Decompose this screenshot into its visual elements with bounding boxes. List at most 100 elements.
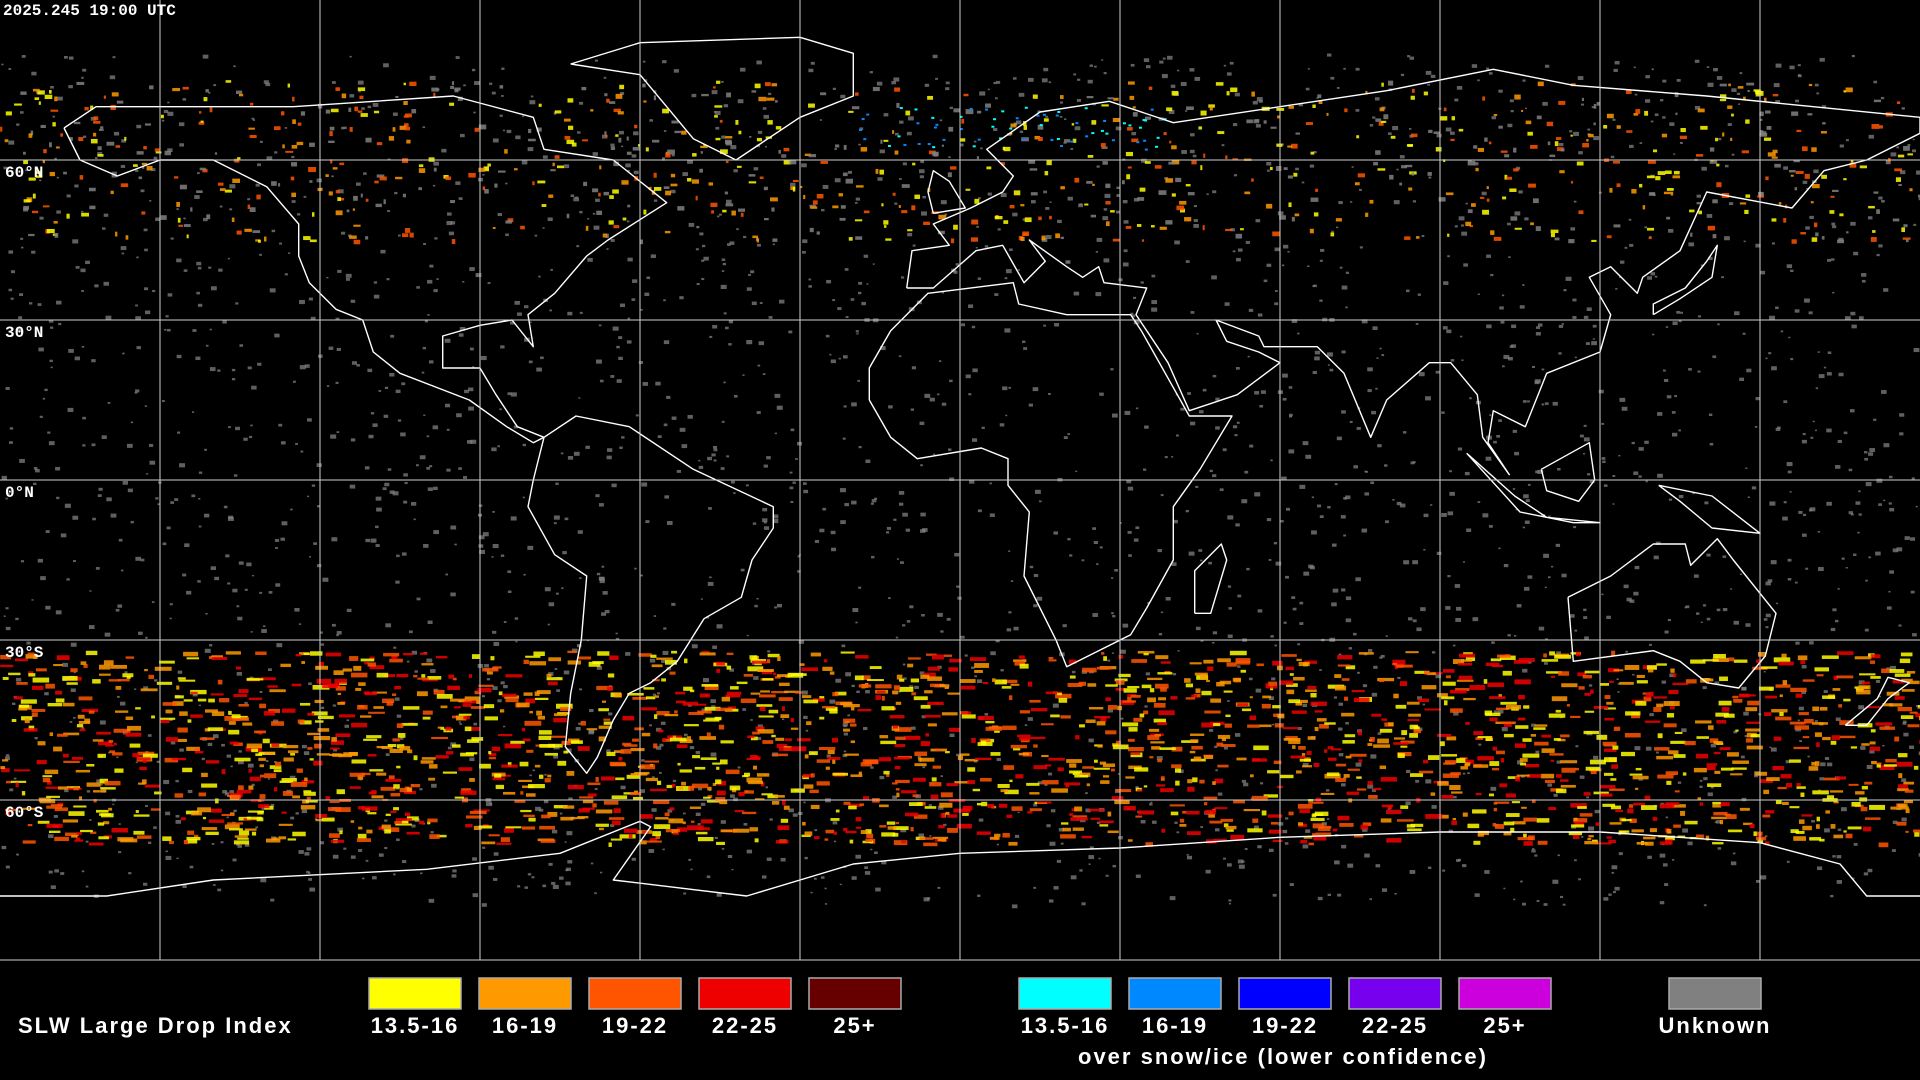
cloud-pixel — [463, 84, 466, 87]
cloud-pixel — [222, 790, 228, 794]
cloud-pixel — [936, 393, 940, 396]
cloud-pixel — [1706, 214, 1713, 218]
cloud-pixel — [239, 344, 244, 347]
cloud-pixel — [797, 570, 801, 573]
cloud-pixel — [406, 660, 410, 663]
cloud-pixel — [351, 759, 367, 764]
cloud-pixel — [1044, 783, 1048, 786]
cloud-pixel — [393, 784, 400, 789]
cloud-pixel — [46, 795, 60, 798]
cloud-pixel — [1472, 617, 1479, 622]
cloud-pixel — [120, 164, 126, 168]
cloud-pixel — [1680, 810, 1686, 816]
cloud-pixel — [1837, 828, 1842, 832]
cloud-pixel — [1015, 774, 1024, 779]
cloud-pixel — [1716, 608, 1721, 612]
cloud-pixel — [725, 694, 741, 698]
cloud-pixel — [1107, 705, 1118, 710]
cloud-pixel — [1425, 396, 1431, 401]
cloud-pixel — [1633, 591, 1639, 596]
cloud-pixel — [1591, 341, 1597, 346]
cloud-pixel — [1112, 413, 1118, 418]
cloud-pixel — [549, 309, 552, 312]
cloud-pixel — [96, 779, 102, 783]
cloud-pixel — [816, 781, 830, 786]
cloud-pixel — [401, 382, 406, 386]
cloud-pixel — [1401, 740, 1415, 744]
cloud-pixel — [1320, 248, 1325, 252]
cloud-pixel — [1246, 567, 1250, 571]
cloud-pixel — [1560, 734, 1570, 738]
cloud-pixel — [400, 432, 406, 437]
cloud-pixel — [1634, 93, 1638, 96]
cloud-pixel — [701, 277, 705, 281]
cloud-pixel — [429, 465, 433, 468]
cloud-pixel — [1221, 737, 1226, 742]
cloud-pixel — [278, 823, 293, 826]
cloud-pixel — [1107, 811, 1112, 817]
cloud-pixel — [1537, 81, 1544, 87]
cloud-pixel — [1719, 747, 1731, 751]
cloud-pixel — [772, 243, 775, 246]
cloud-pixel — [1369, 199, 1374, 204]
cloud-pixel — [1100, 716, 1107, 722]
cloud-pixel — [866, 283, 869, 285]
cloud-pixel — [1789, 806, 1800, 809]
cloud-pixel — [259, 591, 263, 594]
cloud-pixel — [1734, 311, 1740, 316]
cloud-pixel — [1247, 355, 1250, 358]
cloud-pixel — [784, 738, 792, 742]
cloud-pixel — [945, 87, 950, 91]
cloud-pixel — [430, 669, 436, 673]
cloud-pixel — [1201, 722, 1214, 728]
cloud-pixel — [401, 233, 409, 238]
cloud-pixel — [603, 721, 612, 725]
cloud-pixel — [1331, 543, 1337, 547]
cloud-pixel — [1492, 746, 1498, 751]
cloud-pixel — [350, 299, 356, 303]
cloud-pixel — [78, 696, 93, 701]
cloud-pixel — [690, 820, 695, 823]
cloud-pixel — [113, 728, 131, 733]
cloud-pixel — [471, 654, 480, 659]
cloud-pixel — [1609, 788, 1625, 791]
cloud-pixel — [62, 702, 75, 707]
cloud-pixel — [1440, 814, 1449, 819]
cloud-pixel — [804, 754, 809, 759]
cloud-pixel — [252, 119, 256, 121]
cloud-pixel — [291, 162, 298, 167]
cloud-pixel — [553, 522, 557, 525]
cloud-pixel — [1864, 817, 1881, 820]
cloud-pixel — [1569, 130, 1573, 133]
cloud-pixel — [1257, 845, 1262, 849]
cloud-pixel — [1682, 828, 1689, 833]
cloud-pixel — [810, 804, 820, 810]
cloud-pixel — [259, 140, 263, 143]
cloud-pixel — [1127, 696, 1132, 701]
cloud-pixel — [1578, 878, 1581, 881]
cloud-pixel — [619, 92, 625, 95]
cloud-pixel — [84, 718, 91, 723]
cloud-pixel — [1235, 257, 1241, 262]
cloud-pixel — [251, 748, 258, 753]
cloud-pixel — [1523, 841, 1533, 846]
cloud-pixel — [598, 708, 609, 712]
cloud-pixel — [575, 196, 578, 199]
cloud-pixel — [788, 330, 793, 334]
cloud-pixel — [336, 347, 341, 351]
cloud-pixel — [20, 560, 25, 563]
cloud-pixel — [462, 700, 480, 704]
cloud-pixel — [1367, 784, 1374, 789]
cloud-pixel — [1639, 142, 1643, 145]
cloud-pixel — [274, 151, 278, 154]
cloud-pixel — [208, 266, 212, 269]
cloud-pixel — [183, 269, 188, 272]
cloud-pixel — [274, 333, 280, 338]
cloud-pixel — [156, 760, 160, 763]
cloud-pixel — [26, 641, 31, 645]
cloud-pixel — [1702, 686, 1707, 690]
cloud-pixel — [638, 653, 652, 657]
cloud-pixel — [1009, 248, 1013, 252]
cloud-pixel — [790, 186, 796, 191]
cloud-pixel — [228, 721, 236, 725]
